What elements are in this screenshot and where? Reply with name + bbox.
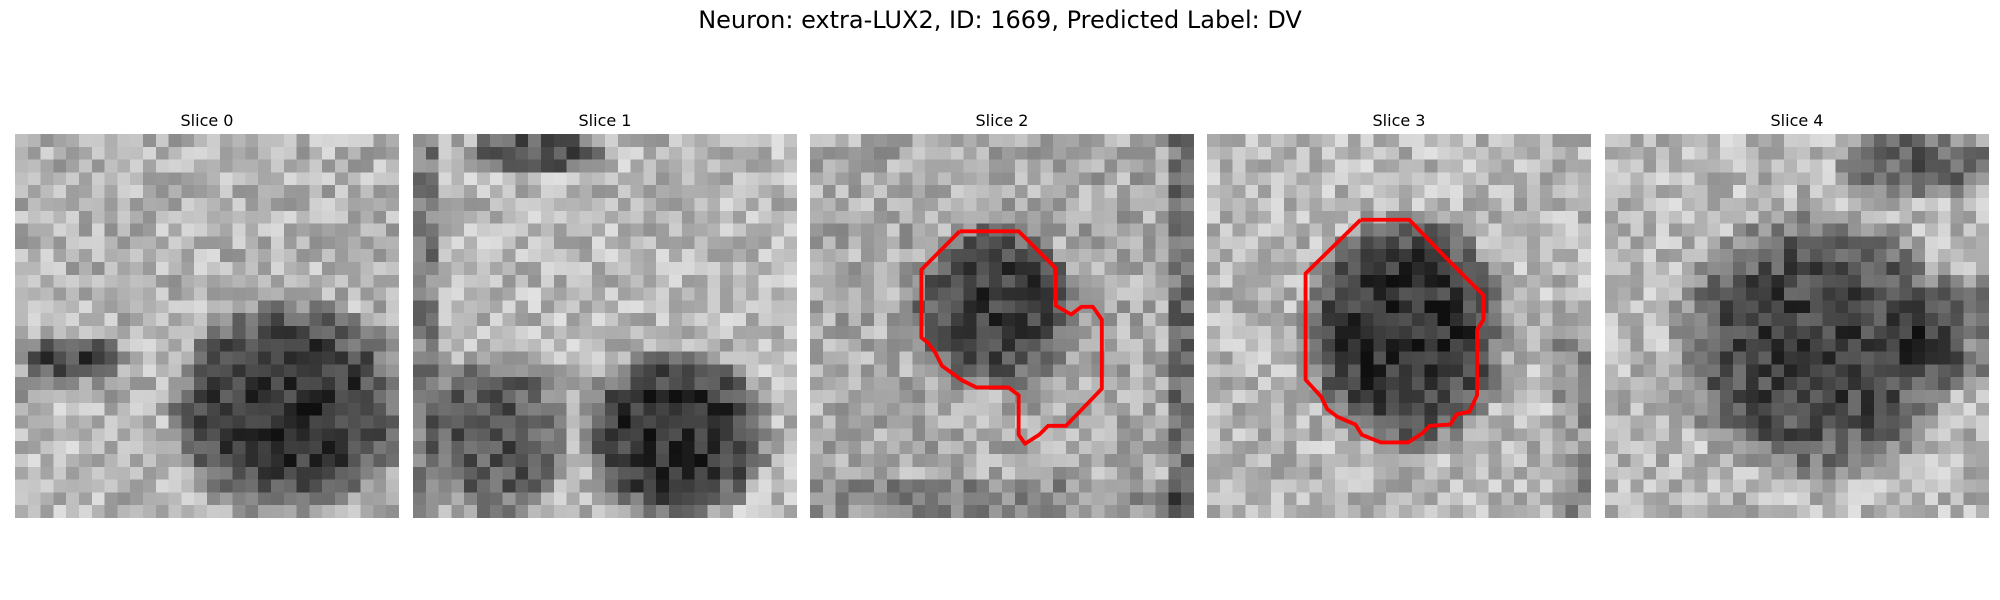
slice-image-4: [1605, 134, 1989, 518]
slice-title-0: Slice 0: [180, 111, 234, 130]
slice-title-4: Slice 4: [1770, 111, 1824, 130]
slice-panel-0: Slice 0: [15, 110, 399, 518]
segmentation-contour-2: [919, 229, 1104, 446]
slice-panel-2: Slice 2: [810, 110, 1194, 518]
slice-image-0: [15, 134, 399, 518]
slice-title-1: Slice 1: [578, 111, 632, 130]
slice-image-1: [413, 134, 797, 518]
slice-image-3: [1207, 134, 1591, 518]
slice-image-2: [810, 134, 1194, 518]
slice-panel-1: Slice 1: [413, 110, 797, 518]
slice-panel-3: Slice 3: [1207, 110, 1591, 518]
slice-panel-4: Slice 4: [1605, 110, 1989, 518]
figure-title: Neuron: extra-LUX2, ID: 1669, Predicted …: [698, 6, 1302, 34]
slice-title-3: Slice 3: [1372, 111, 1426, 130]
slice-title-2: Slice 2: [975, 111, 1029, 130]
segmentation-contour-3: [1303, 217, 1486, 445]
